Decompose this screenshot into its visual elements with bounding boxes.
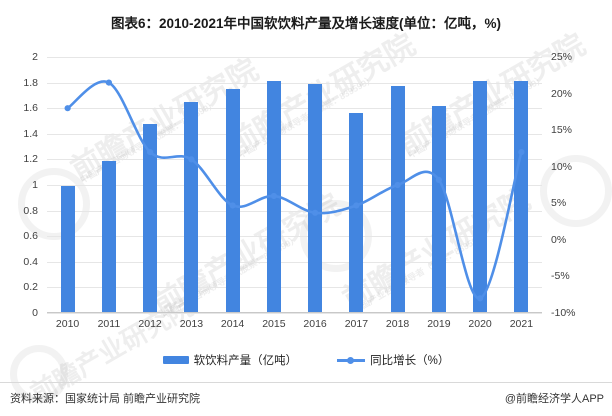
y-tick-right: 25% (551, 51, 573, 63)
x-tick-2017: 2017 (344, 318, 369, 330)
bar-2021 (514, 81, 529, 313)
legend-label: 同比增长（%） (370, 355, 450, 367)
bar-2012 (143, 123, 158, 313)
growth-line (66, 80, 523, 300)
x-tick-2015: 2015 (262, 318, 286, 330)
line-point-2018 (394, 181, 401, 189)
gridline (47, 108, 542, 110)
y-tick-left: 1.6 (23, 102, 38, 115)
y-tick-right: -10% (551, 307, 576, 319)
y-tick-left: 2 (32, 51, 38, 63)
y-tick-left: 0.2 (23, 281, 38, 294)
line-point-2015 (270, 192, 277, 200)
legend-label: 软饮料产量（亿吨） (193, 355, 298, 367)
gridline (47, 210, 542, 212)
gridline (47, 287, 542, 289)
line-point-2010 (64, 105, 71, 112)
y-tick-right: 5% (551, 197, 567, 210)
bar-2020 (473, 81, 488, 313)
bar-2019 (431, 105, 446, 313)
bar-2017 (349, 113, 364, 313)
y-tick-left: 0.4 (23, 255, 38, 268)
x-tick-2020: 2020 (468, 318, 492, 330)
y-tick-left: 1 (32, 179, 38, 191)
y-tick-right: 0% (551, 233, 567, 246)
gridline (47, 82, 542, 84)
gridline (47, 133, 542, 135)
chart-title: 图表6：2010-2021年中国软饮料产量及增长速度(单位：亿吨，%) (110, 16, 502, 31)
gridline (47, 57, 542, 58)
line-point-2019 (435, 176, 442, 183)
x-tick-2021: 2021 (509, 318, 534, 330)
bar-2011 (101, 160, 116, 313)
y-tick-left: 1.2 (23, 153, 38, 166)
line-point-2011 (105, 79, 112, 86)
x-tick-2018: 2018 (385, 318, 410, 330)
x-tick-2013: 2013 (179, 318, 204, 330)
x-tick-2019: 2019 (427, 318, 451, 330)
x-tick-2010: 2010 (55, 318, 80, 330)
y-tick-left: 0.8 (23, 204, 38, 217)
y-tick-left: 1.8 (23, 76, 38, 89)
x-tick-2014: 2014 (220, 318, 245, 330)
footer-divider (0, 382, 612, 383)
line-point-2012 (147, 148, 154, 156)
line-point-2014 (229, 202, 236, 209)
brand-note: @前瞻经济学人APP (504, 393, 604, 405)
chart-legend: 软饮料产量（亿吨） 同比增长（%） (0, 352, 612, 368)
line-point-2016 (312, 209, 319, 216)
x-tick-2016: 2016 (303, 318, 327, 330)
line-point-2013 (188, 156, 195, 163)
gridline (47, 313, 542, 314)
bar-2010 (60, 186, 75, 313)
y-tick-right: -5% (551, 270, 570, 283)
line-series (64, 79, 525, 302)
y-tick-right: 20% (551, 87, 573, 100)
bar-2014 (225, 89, 240, 313)
gridline (47, 159, 542, 161)
y-tick-right: 15% (551, 124, 573, 137)
source-note: 资料来源：国家统计局 前瞻产业研究院 (10, 393, 201, 405)
axis-baseline (47, 312, 542, 313)
legend-bar-swatch (162, 356, 189, 364)
y-tick-right: 10% (551, 160, 573, 173)
legend-item[interactable]: 软饮料产量（亿吨） (162, 352, 298, 368)
y-tick-left: 0 (32, 307, 38, 319)
bar-2016 (308, 83, 323, 313)
line-point-2021 (518, 148, 525, 156)
bar-2013 (184, 101, 199, 313)
line-point-2017 (353, 202, 360, 209)
y-tick-left: 0.6 (23, 230, 38, 243)
gridline (47, 261, 542, 263)
x-tick-2012: 2012 (138, 318, 162, 330)
line-point-2020 (477, 295, 484, 302)
gridline (47, 236, 542, 238)
y-tick-left: 1.4 (23, 127, 38, 140)
legend-line-swatch (337, 355, 366, 365)
bar-2018 (390, 86, 405, 313)
gridline (47, 185, 542, 186)
legend-item[interactable]: 同比增长（%） (337, 352, 449, 368)
x-tick-2011: 2011 (97, 318, 121, 330)
